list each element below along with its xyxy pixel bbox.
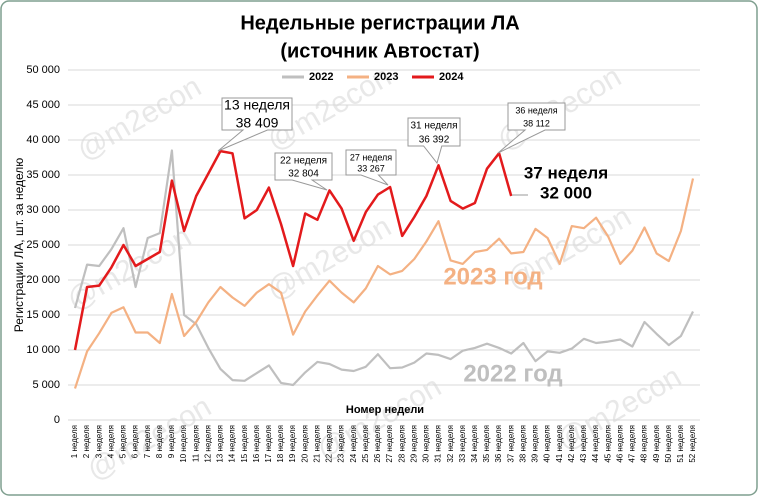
y-axis-title: Регистрации ЛА, шт. за неделю — [12, 158, 26, 333]
x-tick-label: 25 неделя — [361, 425, 370, 463]
x-tick-label: 19 неделя — [288, 425, 297, 463]
callout-box — [217, 97, 293, 152]
x-tick-label: 31 неделя — [434, 425, 443, 463]
y-tick-label: 50 000 — [26, 64, 60, 76]
x-tick-label: 15 неделя — [240, 425, 249, 463]
x-tick-label: 13 неделя — [216, 425, 225, 463]
x-tick-label: 41 неделя — [555, 425, 564, 463]
callout-text: 38 112 — [523, 118, 550, 128]
y-tick-label: 35 000 — [26, 169, 60, 181]
callout-text: 27 неделя — [350, 152, 392, 162]
callout-text: 22 неделя — [280, 156, 327, 167]
x-tick-label: 44 неделя — [591, 425, 600, 463]
x-tick-label: 33 неделя — [458, 425, 467, 463]
x-tick-label: 2 неделя — [82, 425, 91, 458]
callout-text: 31 неделя — [410, 121, 457, 132]
x-tick-label: 47 неделя — [628, 425, 637, 463]
x-tick-label: 37 неделя — [506, 425, 515, 463]
x-tick-label: 16 неделя — [252, 425, 261, 463]
big-label: 32 000 — [540, 183, 592, 202]
series-line — [73, 149, 513, 351]
x-tick-label: 22 неделя — [325, 425, 334, 463]
x-tick-label: 49 неделя — [652, 425, 661, 463]
legend-label: 2022 — [309, 71, 333, 83]
big-label: 2022 год — [463, 360, 562, 387]
x-tick-label: 32 неделя — [446, 425, 455, 463]
x-tick-label: 26 неделя — [373, 425, 382, 463]
series-line — [73, 178, 695, 389]
x-tick-label: 1 неделя — [70, 425, 79, 458]
x-tick-label: 34 неделя — [470, 425, 479, 463]
callout-box — [345, 149, 397, 186]
x-tick-label: 45 неделя — [603, 425, 612, 463]
chart-title: Недельные регистрации ЛА — [240, 12, 519, 34]
y-tick-label: 5 000 — [32, 379, 60, 391]
y-tick-label: 30 000 — [26, 204, 60, 216]
x-tick-label: 6 неделя — [131, 425, 140, 458]
x-tick-label: 5 неделя — [119, 425, 128, 458]
callout-text: 32 804 — [288, 169, 319, 180]
x-tick-label: 51 неделя — [676, 425, 685, 463]
x-tick-label: 17 неделя — [264, 425, 273, 463]
legend-label: 2023 — [374, 71, 398, 83]
x-tick-label: 12 неделя — [203, 425, 212, 463]
callout-box — [274, 152, 333, 191]
x-tick-label: 23 неделя — [337, 425, 346, 463]
y-tick-label: 10 000 — [26, 344, 60, 356]
callout-text: 38 409 — [236, 115, 279, 131]
x-tick-label: 42 неделя — [567, 425, 576, 463]
chart-title: (источник Автостат) — [280, 40, 479, 62]
y-tick-label: 40 000 — [26, 134, 60, 146]
big-label: 37 неделя — [524, 163, 608, 182]
series-line — [73, 149, 694, 387]
x-axis-title: Номер недели — [346, 404, 424, 416]
x-tick-label: 11 неделя — [191, 425, 200, 462]
x-tick-label: 30 неделя — [422, 425, 431, 463]
y-tick-label: 15 000 — [26, 309, 60, 321]
x-tick-label: 35 неделя — [482, 425, 491, 463]
y-tick-label: 25 000 — [26, 239, 60, 251]
x-tick-label: 7 неделя — [143, 425, 152, 458]
y-tick-label: 0 — [54, 414, 60, 426]
y-tick-label: 45 000 — [26, 99, 60, 111]
x-tick-label: 36 неделя — [494, 425, 503, 463]
x-tick-label: 40 неделя — [543, 425, 552, 463]
x-tick-label: 39 неделя — [531, 425, 540, 463]
x-tick-label: 14 неделя — [228, 425, 237, 463]
x-tick-label: 43 неделя — [579, 425, 588, 463]
x-tick-label: 48 неделя — [640, 425, 649, 463]
x-tick-label: 46 неделя — [615, 425, 624, 463]
x-tick-label: 24 неделя — [349, 425, 358, 463]
big-label: 2023 год — [443, 263, 542, 290]
x-tick-label: 9 неделя — [167, 425, 176, 458]
legend-label: 2024 — [439, 71, 464, 83]
x-tick-label: 52 неделя — [688, 425, 697, 463]
x-tick-label: 4 неделя — [106, 425, 115, 458]
callout-text: 36 392 — [419, 135, 450, 146]
x-tick-label: 50 неделя — [664, 425, 673, 463]
x-tick-label: 10 неделя — [179, 425, 188, 463]
x-tick-label: 38 неделя — [518, 425, 527, 463]
callout-text: 36 неделя — [515, 105, 557, 115]
callout-box — [497, 102, 566, 154]
x-tick-label: 20 неделя — [300, 425, 309, 463]
x-tick-label: 28 неделя — [397, 425, 406, 463]
x-tick-label: 3 неделя — [94, 425, 103, 458]
y-tick-label: 20 000 — [26, 274, 60, 286]
callout-text: 13 неделя — [224, 97, 290, 113]
x-tick-label: 29 неделя — [409, 425, 418, 463]
callout-text: 33 267 — [357, 163, 385, 173]
x-tick-label: 8 неделя — [155, 425, 164, 458]
x-tick-label: 18 неделя — [276, 425, 285, 463]
callout-box — [407, 117, 461, 165]
x-tick-label: 21 неделя — [312, 425, 321, 463]
x-tick-label: 27 неделя — [385, 425, 394, 463]
